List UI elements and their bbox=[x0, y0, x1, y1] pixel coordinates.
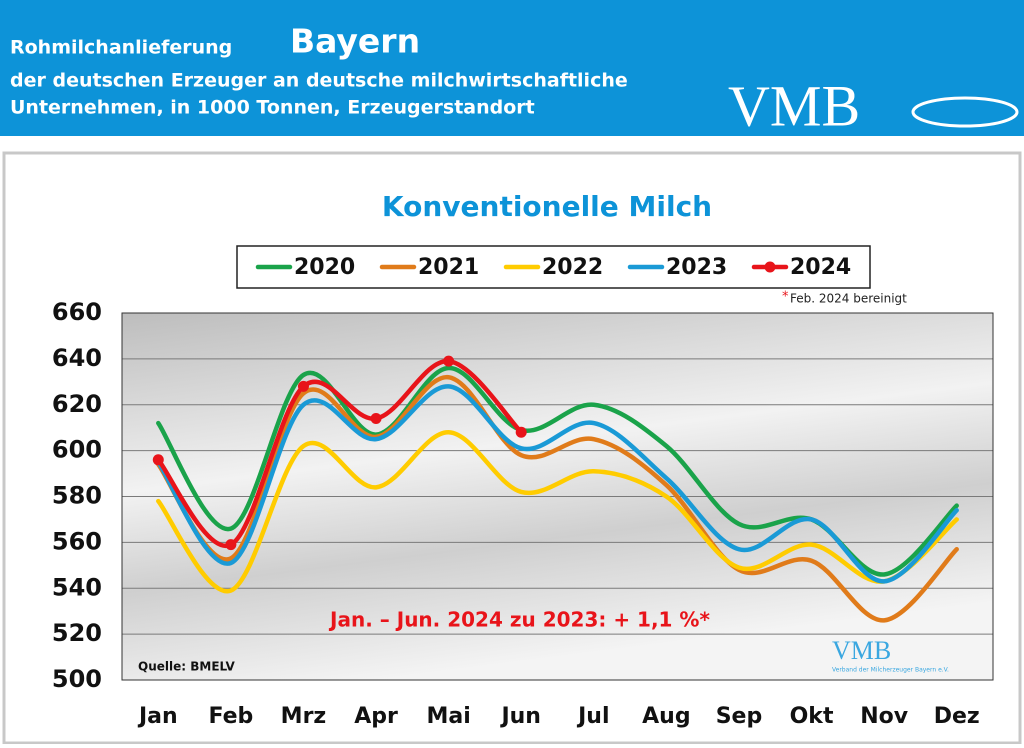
y-tick-label: 660 bbox=[52, 298, 102, 326]
series-line bbox=[156, 384, 959, 584]
x-tick-label: Jul bbox=[576, 704, 609, 729]
data-point bbox=[515, 426, 527, 438]
x-tick-label: Sep bbox=[716, 704, 763, 729]
x-tick-label: Nov bbox=[860, 704, 909, 729]
legend-label: 2020 bbox=[294, 255, 355, 280]
y-tick-label: 580 bbox=[52, 482, 102, 510]
x-tick-label: Okt bbox=[790, 704, 834, 729]
source: Quelle: BMELV bbox=[138, 660, 236, 674]
header-region: Bayern bbox=[290, 22, 420, 61]
chart-frame bbox=[2, 151, 1022, 745]
header-title: Rohmilchanlieferung bbox=[10, 37, 232, 59]
x-tick-label: Mai bbox=[426, 704, 470, 729]
header-band bbox=[0, 0, 1024, 136]
x-tick-label: Aug bbox=[642, 704, 690, 729]
logo-small-caption: Verband der Milcherzeuger Bayern e.V. bbox=[832, 667, 949, 674]
header-subtitle: Unternehmen, in 1000 Tonnen, Erzeugersta… bbox=[10, 97, 535, 119]
y-tick-label: 620 bbox=[52, 390, 102, 418]
logo-small: VMB bbox=[832, 636, 891, 665]
note: Feb. 2024 bereinigt bbox=[790, 292, 907, 306]
data-point bbox=[152, 454, 164, 466]
y-tick-label: 520 bbox=[52, 619, 102, 647]
annotation: Jan. – Jun. 2024 zu 2023: + 1,1 %* bbox=[328, 608, 710, 632]
logo: VMB bbox=[728, 73, 860, 138]
y-tick-label: 560 bbox=[52, 527, 102, 555]
series-line bbox=[156, 374, 959, 623]
y-tick-label: 540 bbox=[52, 573, 102, 601]
x-tick-label: Feb bbox=[208, 704, 253, 729]
y-tick-label: 500 bbox=[52, 665, 102, 693]
legend-label: 2024 bbox=[790, 255, 851, 280]
x-tick-label: Apr bbox=[354, 704, 398, 729]
legend-label: 2021 bbox=[418, 255, 479, 280]
y-tick-label: 640 bbox=[52, 344, 102, 372]
plot-border bbox=[121, 312, 994, 681]
data-point bbox=[297, 380, 309, 392]
logo-swirl bbox=[911, 96, 1019, 128]
chart-title: Konventionelle Milch bbox=[382, 190, 712, 223]
header-subtitle: der deutschen Erzeuger an deutsche milch… bbox=[10, 70, 628, 92]
x-tick-label: Jun bbox=[499, 704, 541, 729]
series-line bbox=[156, 430, 959, 594]
legend-label: 2022 bbox=[542, 255, 603, 280]
x-tick-label: Jan bbox=[137, 704, 178, 729]
legend-label: 2023 bbox=[666, 255, 727, 280]
data-point bbox=[225, 539, 237, 551]
data-point bbox=[370, 413, 382, 425]
data-point bbox=[443, 355, 455, 367]
x-tick-label: Dez bbox=[934, 704, 980, 729]
y-tick-label: 600 bbox=[52, 436, 102, 464]
legend-marker bbox=[764, 261, 776, 273]
note-marker: * bbox=[782, 290, 789, 305]
x-tick-label: Mrz bbox=[281, 704, 327, 729]
